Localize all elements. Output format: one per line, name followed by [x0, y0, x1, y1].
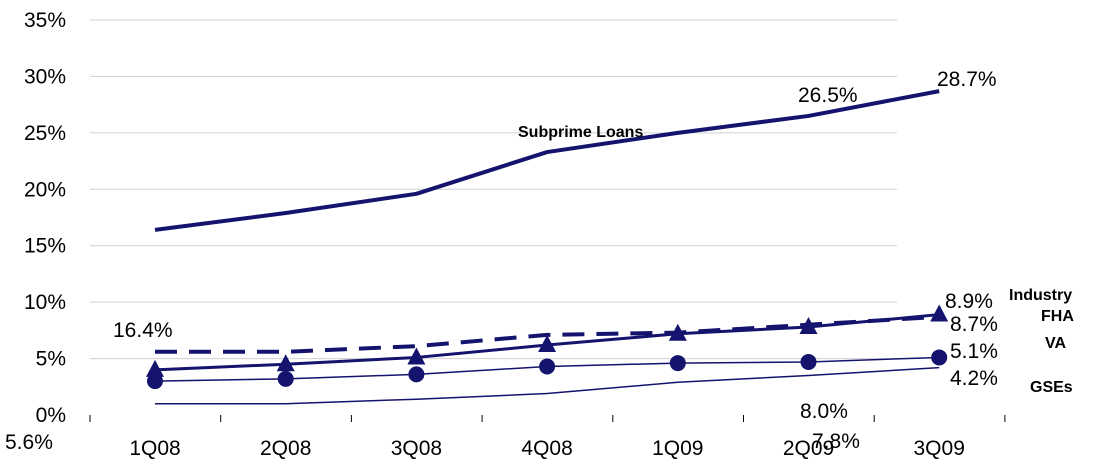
y-tick-label: 0%	[36, 404, 66, 427]
x-tick-label: 4Q08	[521, 437, 572, 460]
series-label-subprime: Subprime Loans	[518, 124, 643, 141]
y-tick-label: 15%	[24, 235, 66, 258]
x-tick-label: 3Q09	[914, 437, 965, 460]
va-point-marker	[147, 373, 163, 390]
fha-point-marker	[668, 323, 687, 341]
series-line-0	[154, 89, 940, 232]
x-tick-label: 1Q08	[129, 437, 180, 460]
series-labels: Subprime Loans Industry FHA VA GSEs	[518, 124, 1074, 396]
data-label-subprime-1q08: 16.4%	[113, 319, 173, 342]
series-markers	[146, 304, 949, 390]
gridlines	[90, 19, 897, 360]
fha-point-marker	[538, 335, 557, 353]
fha-point-marker	[799, 316, 818, 334]
x-tick-label: 2Q08	[260, 437, 311, 460]
x-tick-label: 2Q09	[783, 437, 834, 460]
fha-point-marker	[146, 359, 164, 377]
data-label-industry-2q09: 8.0%	[800, 400, 848, 423]
x-axis: 1Q08 2Q08 3Q08 4Q08 1Q09 2Q09 3Q09	[89, 414, 1006, 460]
va-point-marker	[408, 366, 425, 383]
y-tick-label: 35%	[24, 9, 66, 32]
y-tick-label: 5%	[36, 348, 66, 371]
y-tick-label: 20%	[24, 178, 66, 201]
data-label-industry-3q09: 8.7%	[950, 313, 998, 336]
va-point-marker	[800, 353, 817, 370]
fha-point-marker	[276, 354, 295, 372]
y-tick-label: 25%	[24, 122, 66, 145]
series-label-fha: FHA	[1041, 308, 1074, 325]
series-line-4	[155, 366, 940, 405]
data-label-subprime-2q09: 26.5%	[798, 84, 858, 107]
data-label-fha-3q09: 8.9%	[945, 290, 993, 313]
series-label-va: VA	[1045, 335, 1066, 352]
data-label-va-3q09: 5.1%	[950, 340, 998, 363]
va-point-marker	[669, 355, 686, 372]
data-labels: 16.4% 26.5% 28.7% 8.9% 8.7% 5.1% 4.2% 5.…	[5, 68, 998, 454]
data-label-subprime-3q09: 28.7%	[937, 68, 997, 91]
x-tick-label: 3Q08	[391, 437, 442, 460]
y-tick-label: 10%	[24, 291, 66, 314]
data-label-fha-2q09: 7.8%	[812, 430, 860, 453]
series-label-industry: Industry	[1009, 287, 1072, 304]
data-label-gses-3q09: 4.2%	[950, 367, 998, 390]
x-tick-label: 1Q09	[652, 437, 703, 460]
fha-point-marker	[930, 304, 949, 322]
y-axis: 0% 5% 10% 15% 20% 25% 30% 35%	[24, 9, 66, 427]
va-point-marker	[931, 349, 948, 366]
data-label-industry-1q08: 5.6%	[5, 431, 53, 454]
fha-point-marker	[407, 347, 426, 365]
va-point-marker	[539, 358, 556, 375]
y-tick-label: 30%	[24, 65, 66, 88]
va-point-marker	[277, 370, 294, 387]
series-label-gses: GSEs	[1030, 379, 1073, 396]
